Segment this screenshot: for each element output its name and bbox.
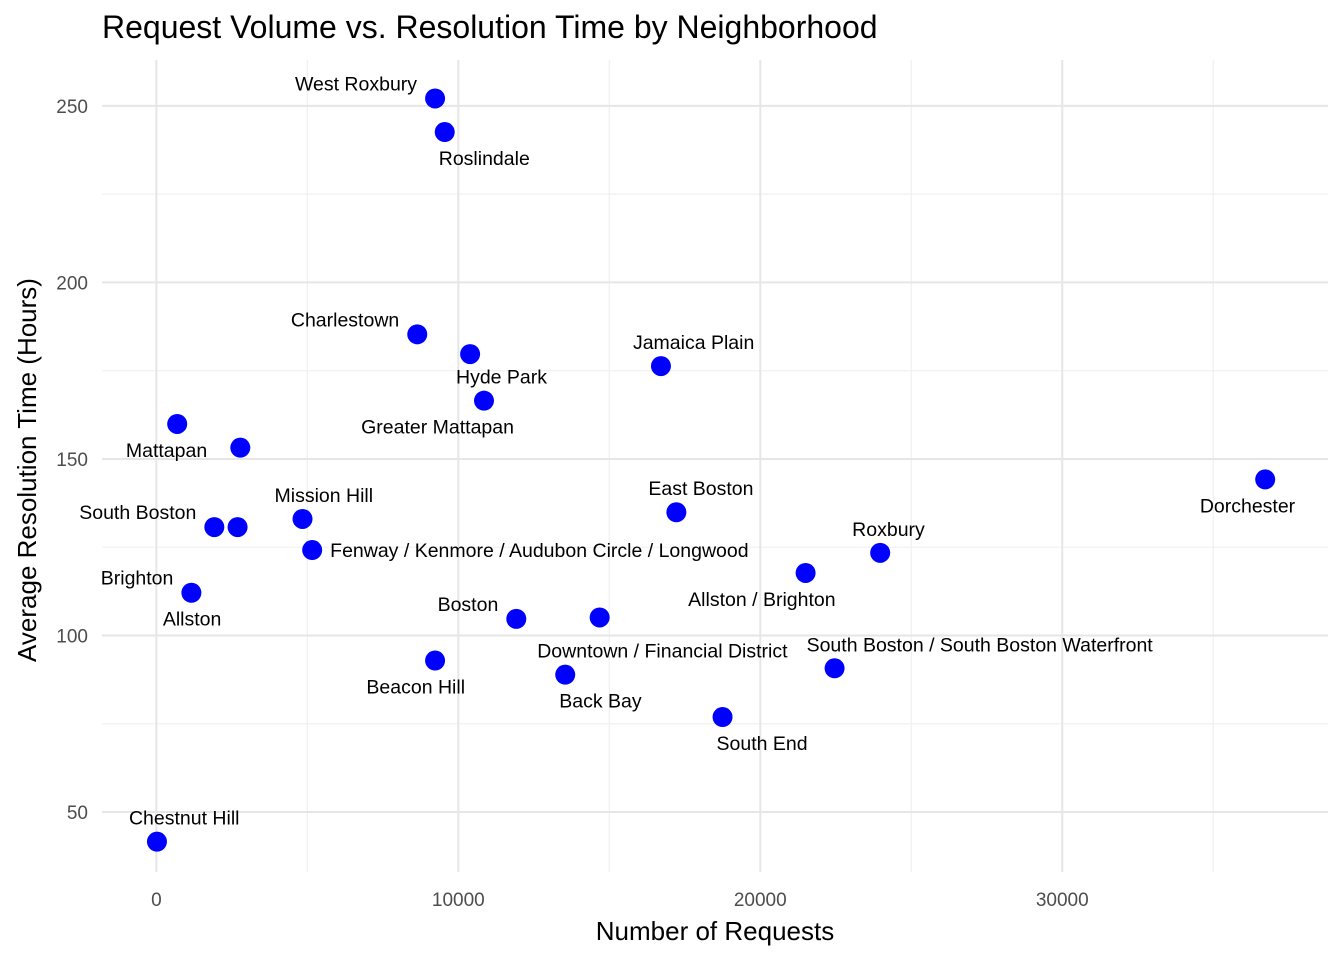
data-point	[1255, 469, 1276, 490]
point-label: South Boston / South Boston Waterfront	[807, 634, 1154, 656]
data-point	[589, 607, 610, 628]
point-label: Boston	[438, 594, 499, 616]
data-point	[870, 542, 891, 563]
point-label: Mattapan	[126, 440, 207, 462]
y-tick-label: 100	[56, 626, 88, 647]
point-label: West Roxbury	[295, 73, 417, 95]
data-point	[425, 650, 446, 671]
x-tick-label: 10000	[432, 890, 485, 911]
y-tick-label: 50	[67, 803, 88, 824]
point-label: South End	[717, 733, 808, 755]
point-label: Allston / Brighton	[688, 589, 835, 611]
major-gridlines	[102, 60, 1328, 872]
chart-title: Request Volume vs. Resolution Time by Ne…	[102, 9, 878, 45]
y-axis-title: Average Resolution Time (Hours)	[12, 278, 42, 662]
x-tick-label: 30000	[1036, 890, 1089, 911]
data-point	[167, 413, 188, 434]
point-label: Jamaica Plain	[633, 332, 754, 354]
data-point	[460, 344, 481, 365]
point-label: Brighton	[101, 568, 174, 590]
point-label: Chestnut Hill	[129, 808, 240, 830]
data-points	[146, 88, 1276, 852]
x-axis-title: Number of Requests	[596, 916, 834, 946]
data-point	[227, 517, 248, 538]
data-point	[407, 324, 428, 345]
point-label: Dorchester	[1200, 495, 1296, 517]
data-point	[146, 831, 167, 852]
minor-gridlines	[102, 60, 1328, 872]
y-axis-tick-labels: 50 100 150 200 250	[56, 97, 88, 824]
data-point	[204, 517, 225, 538]
data-point	[425, 88, 446, 109]
point-label: Downtown / Financial District	[537, 641, 788, 663]
data-point	[824, 658, 845, 679]
point-label: Roslindale	[439, 148, 530, 170]
data-point	[650, 356, 671, 377]
data-point	[302, 540, 323, 561]
point-label: Greater Mattapan	[361, 417, 514, 439]
data-point	[666, 502, 687, 523]
point-label: Hyde Park	[456, 367, 547, 389]
data-point	[795, 562, 816, 583]
data-point	[230, 437, 251, 458]
data-point	[712, 707, 733, 728]
point-label: Roxbury	[852, 519, 925, 541]
data-point	[434, 122, 455, 143]
point-labels: West Roxbury Roslindale Charlestown Jamaica…	[79, 73, 1295, 829]
point-label: Back Bay	[559, 691, 642, 713]
x-tick-label: 0	[151, 890, 162, 911]
point-label: Allston	[163, 609, 222, 631]
point-label: Mission Hill	[275, 485, 374, 507]
point-label: Fenway / Kenmore / Audubon Circle / Long…	[330, 540, 748, 562]
point-label: Beacon Hill	[366, 677, 465, 699]
data-point	[292, 508, 313, 529]
x-tick-label: 20000	[734, 890, 787, 911]
y-tick-label: 200	[56, 273, 88, 294]
y-tick-label: 250	[56, 97, 88, 118]
data-point	[473, 390, 494, 411]
x-axis-tick-labels: 0 10000 20000 30000	[151, 890, 1089, 911]
y-tick-label: 150	[56, 450, 88, 471]
data-point	[506, 608, 527, 629]
point-label: East Boston	[648, 478, 753, 500]
point-label: Charlestown	[291, 309, 399, 331]
data-point	[555, 664, 576, 685]
point-label: South Boston	[79, 502, 196, 524]
data-point	[181, 582, 202, 603]
